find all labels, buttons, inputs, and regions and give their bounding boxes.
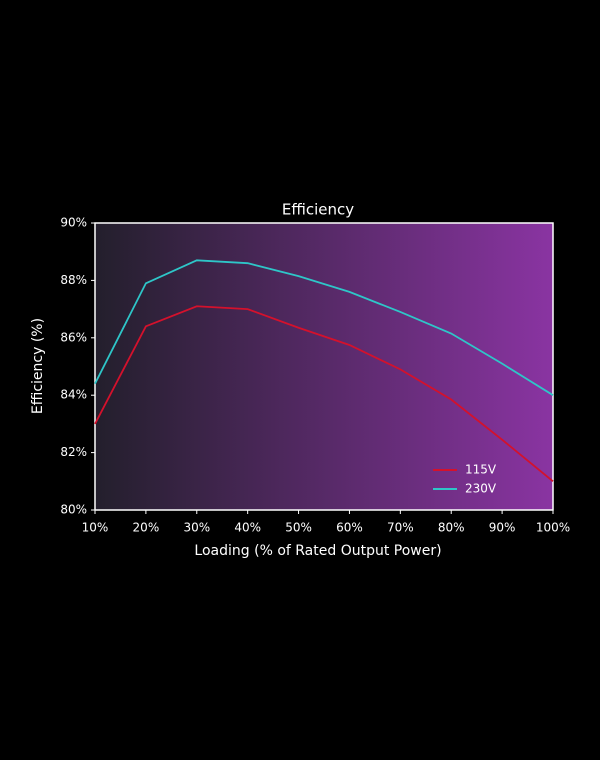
x-tick-label: 30% [183, 521, 210, 535]
series-line [94, 259, 554, 396]
x-tick-label: 20% [133, 521, 160, 535]
x-tick-label: 50% [285, 521, 312, 535]
legend-label: 115V [465, 463, 497, 477]
y-tick-label: 90% [60, 216, 87, 230]
x-tick-label: 80% [438, 521, 465, 535]
x-tick-label: 70% [387, 521, 414, 535]
series-line [94, 305, 554, 482]
y-tick-label: 80% [60, 503, 87, 517]
y-tick-label: 84% [60, 388, 87, 402]
y-tick-label: 82% [60, 445, 87, 459]
x-tick-label: 40% [234, 521, 261, 535]
y-tick-label: 88% [60, 273, 87, 287]
y-axis-label: Efficiency (%) [30, 318, 46, 414]
legend-label: 230V [465, 482, 497, 496]
chart-title: Efficiency [282, 201, 354, 219]
x-tick-label: 60% [336, 521, 363, 535]
x-tick-label: 100% [536, 521, 570, 535]
x-axis-label: Loading (% of Rated Output Power) [194, 543, 441, 559]
x-tick-label: 90% [489, 521, 516, 535]
x-tick-label: 10% [82, 521, 109, 535]
y-tick-label: 86% [60, 330, 87, 344]
